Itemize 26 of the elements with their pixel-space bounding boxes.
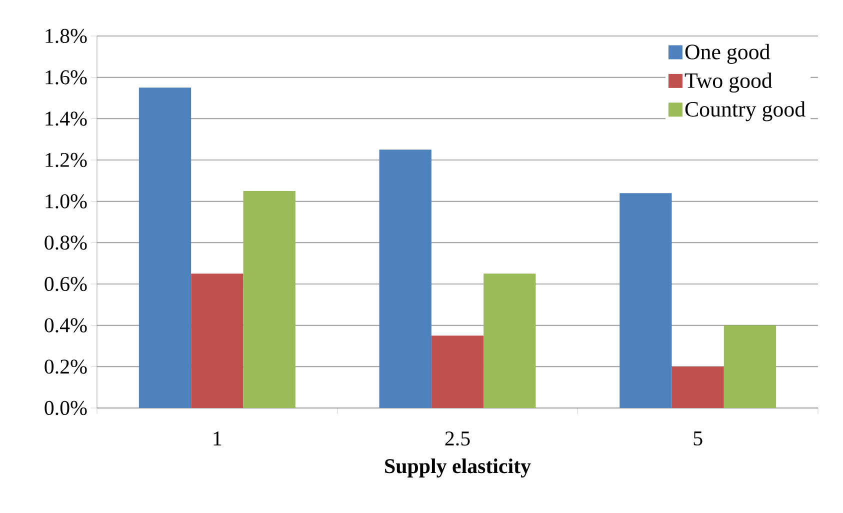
legend-label: One good [685, 44, 770, 64]
legend-label: Country good [685, 101, 806, 122]
y-tick-label: 1.2% [46, 152, 87, 168]
bar [724, 325, 776, 408]
y-tick-label: 0.8% [44, 236, 87, 250]
bar [138, 88, 192, 408]
bar [672, 366, 724, 408]
x-tick-label: 1 [214, 432, 222, 446]
x-tick-label: 2.5 [445, 432, 470, 446]
y-tick-label: 1.4% [46, 112, 87, 126]
bar [431, 336, 484, 408]
y-tick-label: 0.4% [44, 318, 87, 332]
x-axis-title: Supply elasticity [385, 458, 531, 478]
bar [484, 274, 536, 408]
y-tick-label: 0.2% [44, 360, 87, 374]
y-tick-label: 1.6% [46, 70, 87, 84]
y-tick-label: 0.0% [44, 400, 87, 416]
bar [620, 193, 672, 408]
x-tick-label: 5 [694, 432, 702, 446]
bar [379, 150, 432, 408]
legend-label: Two good [684, 72, 772, 93]
bar [191, 274, 244, 408]
y-tick-label: 1.8% [46, 28, 87, 44]
y-tick-label: 0.6% [44, 276, 87, 292]
bar [243, 191, 296, 408]
y-tick-label: 1.0% [46, 194, 87, 208]
